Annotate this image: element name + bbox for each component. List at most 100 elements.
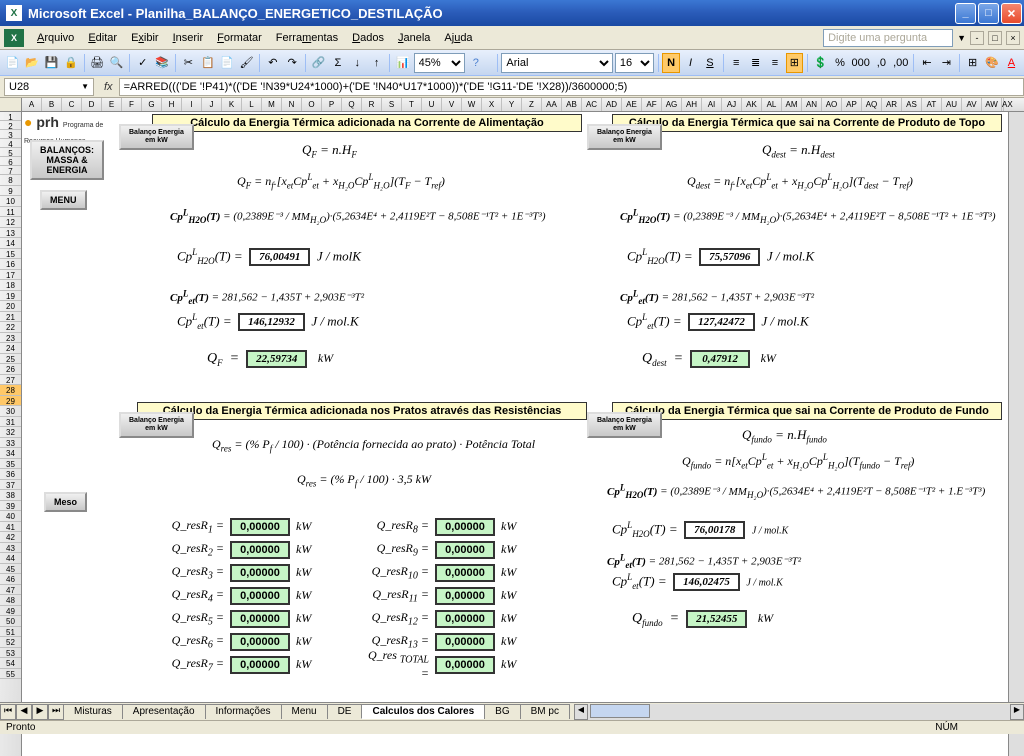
format-painter-button[interactable]: 🖌 [238,53,255,73]
col-header-AI[interactable]: AI [702,98,722,111]
row-header-38[interactable]: 38 [0,490,21,501]
row-header-52[interactable]: 52 [0,637,21,648]
menu-janela[interactable]: Janela [391,30,437,46]
col-header-AL[interactable]: AL [762,98,782,111]
sort-desc-button[interactable]: ↑ [368,53,385,73]
tab-first-button[interactable]: ⏮ [0,704,16,720]
row-header-55[interactable]: 55 [0,669,21,680]
row-header-13[interactable]: 13 [0,228,21,239]
col-header-AR[interactable]: AR [882,98,902,111]
row-header-49[interactable]: 49 [0,606,21,617]
col-header-S[interactable]: S [382,98,402,111]
row-header-21[interactable]: 21 [0,312,21,323]
workbook-restore-button[interactable]: □ [988,31,1002,45]
balance-kw-button-2[interactable]: Balanço Energiaem kW [587,124,662,150]
font-color-button[interactable]: A [1003,53,1020,73]
sheet-tab-bm-pc[interactable]: BM pc [520,704,570,719]
menu-ajuda[interactable]: Ajuda [437,30,479,46]
font-name-combo[interactable]: Arial [501,53,612,73]
col-header-W[interactable]: W [462,98,482,111]
preview-button[interactable]: 🔍 [108,53,125,73]
minimize-button[interactable]: _ [955,3,976,24]
formula-input[interactable]: =ARRED((('DE '!P41)*(('DE '!N39*U24*1000… [119,78,1024,96]
autosum-button[interactable]: Σ [329,53,346,73]
row-header-36[interactable]: 36 [0,469,21,480]
col-header-U[interactable]: U [422,98,442,111]
row-header-17[interactable]: 17 [0,270,21,281]
help-search-input[interactable] [823,29,953,47]
increase-decimal-button[interactable]: ,0 [873,53,890,73]
row-header-45[interactable]: 45 [0,564,21,575]
open-button[interactable]: 📂 [23,53,40,73]
balance-kw-button-1[interactable]: Balanço Energiaem kW [119,124,194,150]
col-header-R[interactable]: R [362,98,382,111]
sheet-tab-apresentação[interactable]: Apresentação [122,704,206,719]
help-button[interactable]: ? [467,53,484,73]
col-header-V[interactable]: V [442,98,462,111]
col-header-AW[interactable]: AW [982,98,1002,111]
col-header-M[interactable]: M [262,98,282,111]
row-header-8[interactable]: 8 [0,175,21,186]
copy-button[interactable]: 📋 [199,53,216,73]
redo-button[interactable]: ↷ [284,53,301,73]
col-header-AA[interactable]: AA [542,98,562,111]
col-header-AS[interactable]: AS [902,98,922,111]
row-header-35[interactable]: 35 [0,459,21,470]
row-header-28[interactable]: 28 [0,385,21,396]
row-header-33[interactable]: 33 [0,438,21,449]
row-header-19[interactable]: 19 [0,291,21,302]
row-header-54[interactable]: 54 [0,658,21,669]
row-header-42[interactable]: 42 [0,532,21,543]
balance-kw-button-3[interactable]: Balanço Energiaem kW [119,412,194,438]
row-header-23[interactable]: 23 [0,333,21,344]
col-header-X[interactable]: X [482,98,502,111]
col-header-O[interactable]: O [302,98,322,111]
zoom-combo[interactable]: 45% [414,53,466,73]
row-header-10[interactable]: 10 [0,196,21,207]
col-header-L[interactable]: L [242,98,262,111]
col-header-J[interactable]: J [202,98,222,111]
maximize-button[interactable]: □ [978,3,999,24]
col-header-AH[interactable]: AH [682,98,702,111]
row-header-43[interactable]: 43 [0,543,21,554]
comma-button[interactable]: 000 [851,53,871,73]
col-header-AX[interactable]: AX [1002,98,1004,111]
balancos-button[interactable]: BALANÇOS:MASSA &ENERGIA [30,140,104,180]
hyperlink-button[interactable]: 🔗 [310,53,327,73]
menu-inserir[interactable]: Inserir [166,30,211,46]
row-header-3[interactable]: 3 [0,130,21,139]
menu-button[interactable]: MENU [40,190,87,210]
new-button[interactable]: 📄 [4,53,21,73]
row-header-12[interactable]: 12 [0,217,21,228]
excel-logo-icon[interactable]: X [4,29,24,47]
col-header-C[interactable]: C [62,98,82,111]
merge-center-button[interactable]: ⊞ [786,53,803,73]
col-header-AO[interactable]: AO [822,98,842,111]
menu-dados[interactable]: Dados [345,30,391,46]
col-header-F[interactable]: F [122,98,142,111]
select-all-corner[interactable] [0,98,22,111]
col-header-AN[interactable]: AN [802,98,822,111]
col-header-N[interactable]: N [282,98,302,111]
row-header-50[interactable]: 50 [0,616,21,627]
tab-last-button[interactable]: ⏭ [48,704,64,720]
underline-button[interactable]: S [701,53,718,73]
align-center-button[interactable]: ≣ [747,53,764,73]
row-header-15[interactable]: 15 [0,249,21,260]
menu-exibir[interactable]: Exibir [124,30,166,46]
row-header-11[interactable]: 11 [0,207,21,218]
row-header-24[interactable]: 24 [0,343,21,354]
col-header-AE[interactable]: AE [622,98,642,111]
col-header-AB[interactable]: AB [562,98,582,111]
decrease-decimal-button[interactable]: ,00 [892,53,909,73]
horizontal-scrollbar[interactable]: ◀ ▶ [574,704,1024,720]
worksheet-area[interactable]: ● prh Programa deRecursos Humanos Cálcul… [22,112,1024,756]
row-header-6[interactable]: 6 [0,157,21,166]
col-header-AD[interactable]: AD [602,98,622,111]
row-header-26[interactable]: 26 [0,364,21,375]
currency-button[interactable]: 💲 [812,53,829,73]
menu-arquivo[interactable]: Arquivo [30,30,81,46]
col-header-A[interactable]: A [22,98,42,111]
meso-button[interactable]: Meso [44,492,87,512]
font-size-combo[interactable]: 16 [615,53,654,73]
